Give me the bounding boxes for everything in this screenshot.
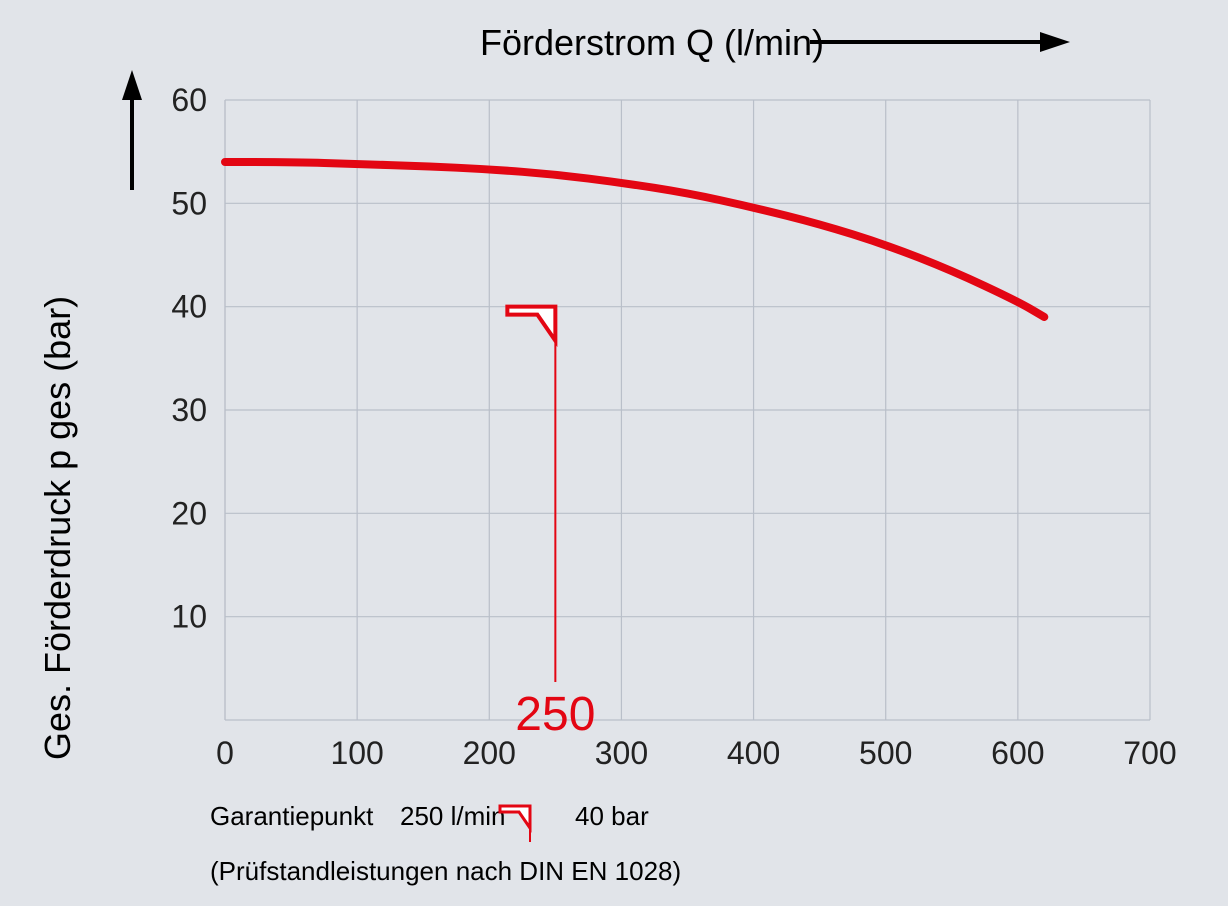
x-tick-labels: 0 100 200 300 400 500 600 700 <box>216 735 1177 771</box>
y-tick-label: 50 <box>171 185 207 221</box>
y-tick-label: 20 <box>171 495 207 531</box>
pump-curve-series <box>225 162 1044 317</box>
legend-pressure: 40 bar <box>575 801 649 831</box>
legend: Garantiepunkt 250 l/min 40 bar (Prüfstan… <box>210 801 681 886</box>
x-axis-title: Förderstrom Q (l/min) <box>480 22 824 63</box>
guarantee-value-label: 250 <box>515 688 595 741</box>
legend-flow: 250 l/min <box>400 801 506 831</box>
y-tick-label: 40 <box>171 289 207 325</box>
legend-prefix: Garantiepunkt <box>210 801 374 831</box>
x-tick-label: 700 <box>1123 735 1176 771</box>
guarantee-flag-icon <box>507 307 555 341</box>
x-tick-label: 500 <box>859 735 912 771</box>
legend-note: (Prüfstandleistungen nach DIN EN 1028) <box>210 856 681 886</box>
x-tick-label: 100 <box>330 735 383 771</box>
guarantee-point-marker: 250 <box>507 307 595 741</box>
x-axis-arrow-icon <box>810 32 1070 52</box>
pump-curve-chart: Förderstrom Q (l/min) Ges. Förderdruck p… <box>0 0 1228 906</box>
x-tick-label: 600 <box>991 735 1044 771</box>
x-tick-label: 300 <box>595 735 648 771</box>
y-tick-label: 60 <box>171 82 207 118</box>
x-tick-label: 0 <box>216 735 234 771</box>
y-axis-arrow-icon <box>122 70 142 190</box>
y-axis-title: Ges. Förderdruck p ges (bar) <box>37 296 78 760</box>
y-tick-label: 10 <box>171 599 207 635</box>
x-tick-label: 200 <box>463 735 516 771</box>
y-tick-label: 30 <box>171 392 207 428</box>
x-tick-label: 400 <box>727 735 780 771</box>
y-tick-labels: 10 20 30 40 50 60 <box>171 82 207 635</box>
